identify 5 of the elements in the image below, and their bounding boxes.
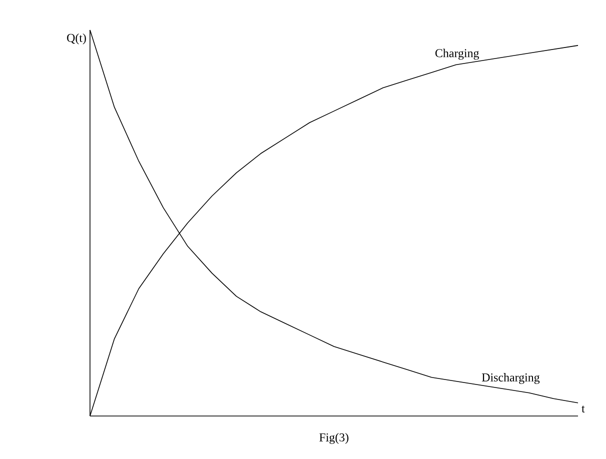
x-axis-title: t	[582, 406, 585, 412]
series-label: Discharging	[482, 373, 540, 384]
text: Fig(3)	[319, 433, 348, 444]
series-label: Charging	[435, 48, 479, 60]
y-axis-title: Q(t)	[67, 34, 86, 44]
